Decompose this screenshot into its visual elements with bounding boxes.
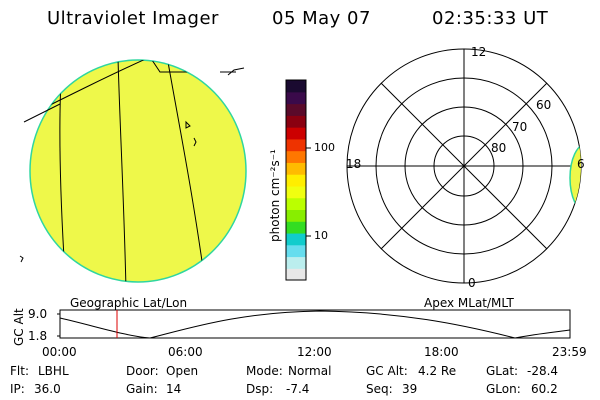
latitude-line-outside: [23, 103, 61, 123]
polar-plot: [346, 48, 582, 284]
instrument-title: Ultraviolet Imager: [47, 8, 219, 29]
colorbar-frame: [285, 79, 307, 281]
door-label: Door:: [126, 364, 159, 378]
colorbar-band: [286, 91, 306, 105]
gain-label: Gain:: [126, 382, 158, 396]
coastline-outside: [220, 67, 245, 76]
dsp-label: Dsp:: [246, 382, 274, 396]
date-label: 05 May 07: [272, 8, 371, 29]
mlt-label-6: 6: [577, 157, 585, 171]
altitude-curve: [59, 310, 571, 339]
colorbar-tick-label-10: 10: [314, 229, 328, 242]
glon-value: 60.2: [531, 382, 558, 396]
altitude-xtick-label: 12:00: [297, 345, 332, 359]
mlat-label-70: 70: [512, 120, 528, 134]
colorbar: [285, 79, 311, 281]
polar-uv-patch: [569, 143, 581, 213]
gc-alt-value: 4.2 Re: [418, 364, 457, 378]
geo-panel-label: Geographic Lat/Lon: [70, 296, 188, 310]
longitude-line: [117, 60, 127, 282]
filter-label: Flt:: [10, 364, 29, 378]
altitude-xtick-label: 00:00: [42, 345, 77, 359]
altitude-plot: [57, 309, 571, 339]
seq-value: 39: [402, 382, 418, 396]
altitude-xtick-label: 23:59: [552, 345, 587, 359]
colorbar-band: [286, 185, 306, 199]
polar-panel-label: Apex MLat/MLT: [424, 296, 514, 310]
mlat-label-60: 60: [536, 98, 552, 112]
coastline-speck: [19, 255, 24, 263]
colorbar-band: [286, 256, 306, 269]
colorbar-unit-label: photon cm⁻²s⁻¹: [268, 149, 282, 242]
ip-label: IP:: [10, 382, 25, 396]
mode-label: Mode:: [246, 364, 283, 378]
altitude-ylabel: GC Alt: [12, 308, 26, 346]
colorbar-band: [286, 115, 306, 128]
mlat-label-80: 80: [491, 141, 507, 155]
longitude-line: [167, 61, 207, 282]
colorbar-band: [286, 80, 306, 93]
mode-value: Normal: [288, 364, 332, 378]
dsp-value: -7.4: [286, 382, 310, 396]
coastline: [185, 120, 191, 129]
glon-label: GLon:: [486, 382, 521, 396]
colorbar-band: [286, 103, 306, 116]
mlt-label-12: 12: [471, 45, 487, 59]
mlt-label-18: 18: [346, 157, 362, 171]
gc-alt-label: GC Alt:: [366, 364, 408, 378]
time-label: 02:35:33 UT: [432, 8, 549, 29]
colorbar-band: [286, 174, 306, 187]
filter-value: LBHL: [38, 364, 69, 378]
colorbar-band: [286, 197, 306, 211]
colorbar-band: [286, 127, 306, 140]
seq-label: Seq:: [366, 382, 393, 396]
colorbar-band: [286, 232, 306, 246]
altitude-xtick-label: 18:00: [424, 345, 459, 359]
glat-value: -28.4: [527, 364, 559, 378]
door-value: Open: [166, 364, 199, 378]
coastline: [193, 137, 197, 147]
colorbar-band: [286, 221, 306, 234]
altitude-plot-frame: [59, 309, 571, 339]
altitude-xtick-label: 06:00: [168, 345, 203, 359]
altitude-ytick-label: 9.0: [28, 307, 48, 321]
colorbar-band: [286, 138, 306, 152]
colorbar-band: [286, 209, 306, 222]
colorbar-band: [286, 268, 306, 281]
ip-value: 36.0: [34, 382, 61, 396]
colorbar-band: [286, 244, 306, 258]
colorbar-band: [286, 150, 306, 163]
uv-earth-image: [19, 59, 247, 283]
colorbar-tick-label-100: 100: [314, 141, 335, 154]
gain-value: 14: [166, 382, 182, 396]
glat-label: GLat:: [486, 364, 519, 378]
altitude-ytick-label: 1.8: [28, 329, 48, 343]
polar-diagonal: [380, 82, 548, 250]
mlt-label-0: 0: [468, 276, 476, 290]
colorbar-band: [286, 162, 306, 175]
